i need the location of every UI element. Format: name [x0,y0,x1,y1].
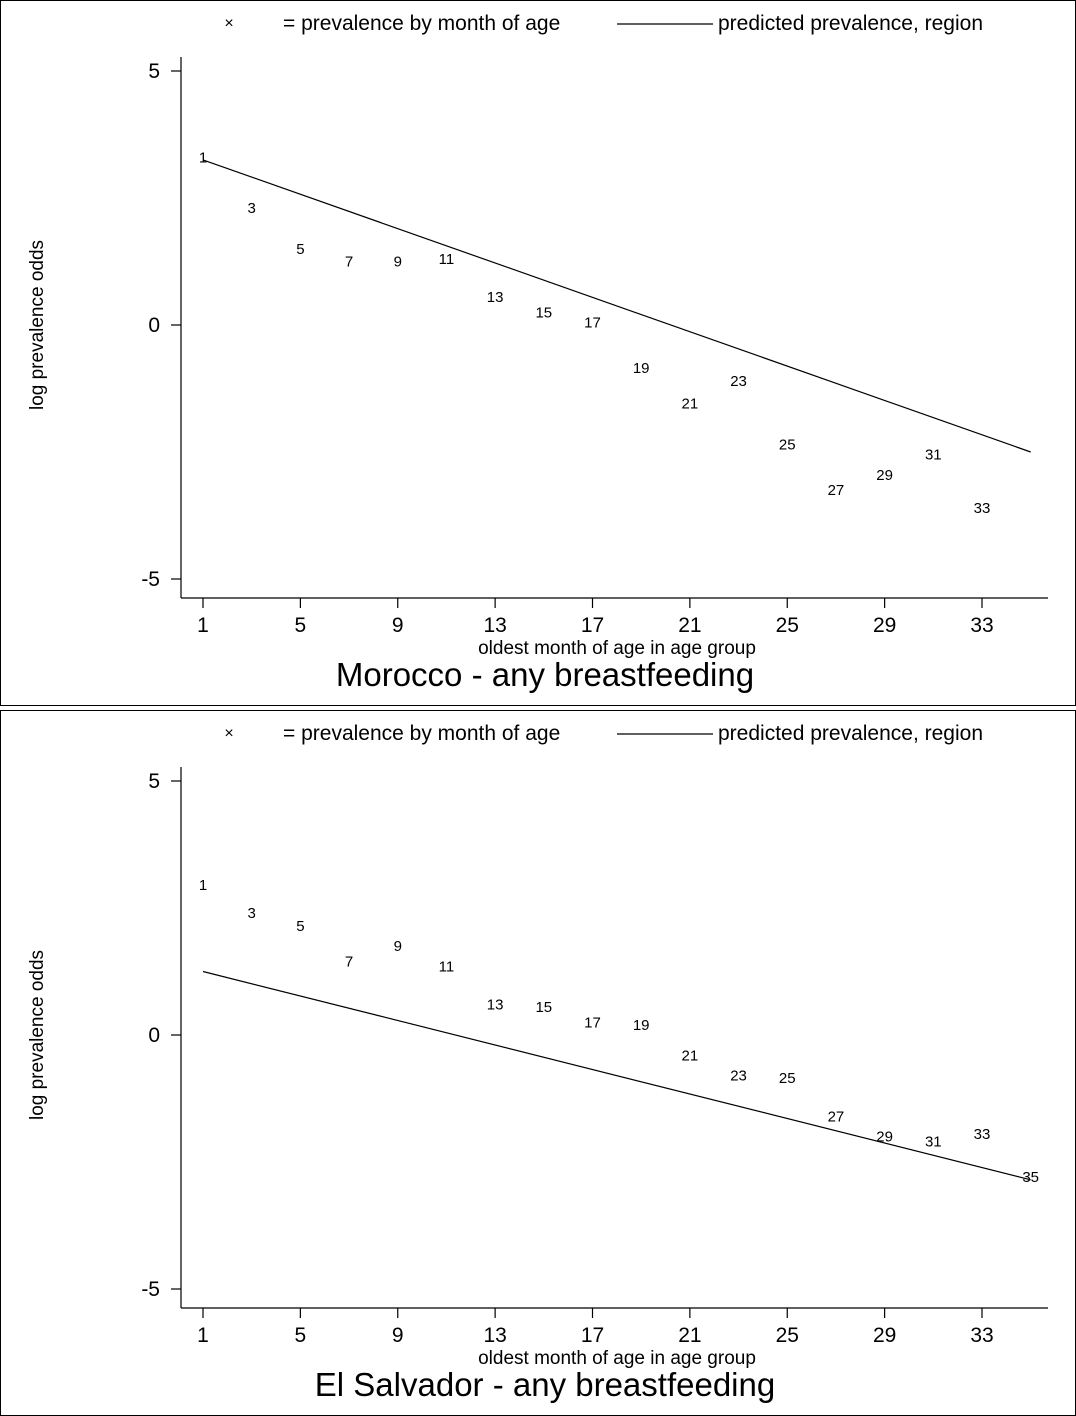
data-point-label: 9 [394,938,402,955]
data-point-label: 7 [345,953,353,970]
data-point-label: 7 [345,254,353,271]
data-point-label: 9 [394,254,402,271]
data-point-label: 5 [296,918,304,935]
x-tick-label: 33 [970,1324,993,1347]
data-point-label: 11 [439,958,455,975]
data-point-label: 5 [296,241,304,258]
data-point-label: 3 [248,905,256,922]
data-point-label: 13 [487,289,504,306]
x-tick-label: 33 [970,614,993,637]
data-point-label: 21 [682,1047,699,1064]
x-tick-label: 13 [483,1324,506,1347]
x-tick-label: 25 [776,1324,799,1347]
x-tick-label: 9 [392,1324,404,1347]
legend-marker-symbol: × [224,725,233,742]
data-point-label: 29 [876,467,893,484]
predicted-prevalence-line [202,159,1031,453]
predicted-prevalence-line [202,970,1031,1181]
x-tick-label: 9 [392,614,404,637]
y-tick-label: -5 [141,1278,160,1301]
data-point-label: 23 [730,373,747,390]
data-point-label: 25 [779,1070,796,1087]
chart-title: Morocco - any breastfeeding [336,656,754,693]
chart-morocco: × = prevalence by month of age predicted p… [0,0,1076,706]
x-tick-label: 1 [197,1324,209,1347]
legend-marker-label: = prevalence by month of age [283,722,560,745]
data-point-label: 21 [682,396,699,413]
x-tick-label: 29 [873,1324,896,1347]
chart-panel-el-salvador: × = prevalence by month of age predicted p… [0,710,1076,1416]
chart-el-salvador: × = prevalence by month of age predicted p… [0,710,1076,1416]
x-tick-label: 21 [678,614,701,637]
y-axis-title: log prevalence odds [27,950,48,1120]
panel-border [0,710,1076,1416]
data-point-label: 3 [248,200,256,217]
data-point-label: 33 [974,500,991,517]
x-tick-label: 13 [483,614,506,637]
data-point-label: 23 [730,1068,747,1085]
data-point-label: 19 [633,1017,650,1034]
data-point-label: 25 [779,436,796,453]
data-point-label: 17 [584,314,601,331]
data-point-label: 27 [828,1108,845,1125]
chart-title: El Salvador - any breastfeeding [315,1366,775,1403]
y-tick-label: 0 [148,1024,160,1047]
x-tick-label: 5 [295,614,307,637]
y-tick-label: 0 [148,314,160,337]
legend-line-label: predicted prevalence, region [718,12,983,35]
data-point-label: 13 [487,997,504,1014]
data-point-label: 17 [584,1014,601,1031]
y-tick-label: 5 [148,60,160,83]
data-point-label: 27 [828,482,845,499]
x-tick-label: 21 [678,1324,701,1347]
x-tick-label: 1 [197,614,209,637]
panel-border [0,0,1076,706]
x-axis-title: oldest month of age in age group [478,1348,756,1369]
data-point-label: 35 [1022,1169,1039,1186]
x-axis-title: oldest month of age in age group [478,638,756,659]
legend-line-label: predicted prevalence, region [718,722,983,745]
x-tick-label: 17 [581,1324,604,1347]
data-point-label: 15 [535,999,552,1016]
x-tick-label: 25 [776,614,799,637]
y-axis-title: log prevalence odds [27,240,48,410]
legend-marker-symbol: × [224,15,233,32]
x-tick-label: 29 [873,614,896,637]
data-point-label: 33 [974,1126,991,1143]
y-tick-label: -5 [141,568,160,591]
y-tick-label: 5 [148,770,160,793]
data-point-label: 11 [439,251,455,268]
data-point-label: 1 [199,149,207,166]
data-point-label: 15 [535,304,552,321]
data-point-label: 31 [925,1134,942,1151]
x-tick-label: 5 [295,1324,307,1347]
legend-marker-label: = prevalence by month of age [283,12,560,35]
x-tick-label: 17 [581,614,604,637]
chart-panel-morocco: × = prevalence by month of age predicted p… [0,0,1076,706]
data-point-label: 1 [199,877,207,894]
data-point-label: 31 [925,447,942,464]
data-point-label: 29 [876,1129,893,1146]
data-point-label: 19 [633,360,650,377]
